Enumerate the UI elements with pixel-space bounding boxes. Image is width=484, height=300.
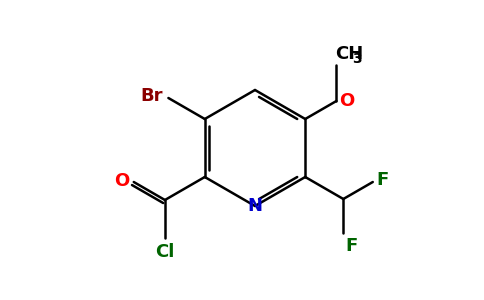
Text: O: O — [339, 92, 355, 110]
Text: Cl: Cl — [155, 243, 175, 261]
Text: N: N — [247, 197, 262, 215]
Text: F: F — [346, 237, 358, 255]
Text: CH: CH — [335, 45, 363, 63]
Text: Br: Br — [140, 87, 163, 105]
Text: O: O — [115, 172, 130, 190]
Text: 3: 3 — [352, 52, 362, 66]
Text: F: F — [377, 171, 389, 189]
